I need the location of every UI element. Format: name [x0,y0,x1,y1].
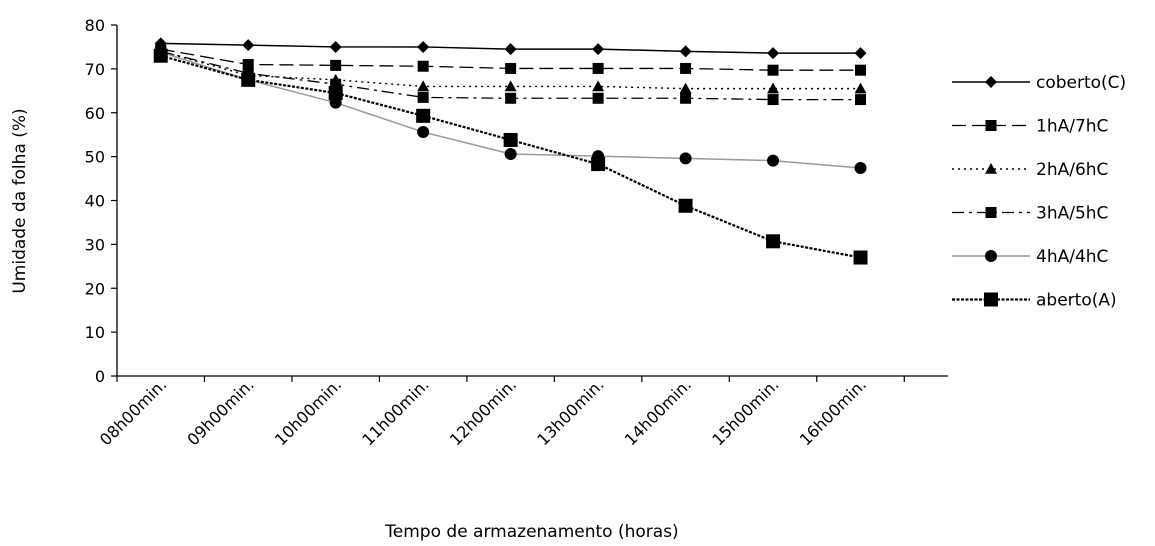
data-point-2ha-6hc [504,80,517,92]
chart-legend: coberto(C) 1hA/7hC 2hA/6hC 3hA/5hC 4hA/4hC ab… [952,73,1126,311]
data-point-coberto-c [504,43,517,56]
y-tick-label: 20 [85,279,105,298]
x-tick-label: 14h00min. [621,375,695,449]
data-point-coberto-c [767,47,780,60]
data-point-1ha-7hc [417,60,429,72]
legend-marker [985,163,997,174]
y-axis-ticks: 0 10 20 30 40 50 60 70 80 [85,16,117,386]
plot-area: 0 10 20 30 40 50 60 70 80 08h00min. 09h00min. 10h0… [85,16,948,449]
data-point-2ha-6hc [767,82,780,94]
legend-marker [985,76,997,88]
legend-marker [985,120,997,131]
data-point-coberto-c [242,39,255,52]
legend-label: 3hA/5hC [1036,204,1108,224]
legend-label: 1hA/7hC [1036,117,1108,137]
legend-item-coberto-c: coberto(C) [952,73,1126,93]
y-tick-label: 0 [95,367,105,386]
x-tick-label: 09h00min. [183,375,257,449]
legend-marker [984,292,998,307]
data-point-1ha-7hc [855,64,867,76]
data-point-2ha-6hc [592,80,605,92]
data-point-coberto-c [417,40,430,53]
data-point-aberto-a [503,132,518,147]
series-coberto-c [154,37,867,60]
data-point-1ha-7hc [505,62,517,74]
legend-item-aberto-a: aberto(A) [952,291,1117,311]
x-axis-title: Tempo de armazenamento (horas) [384,522,678,542]
data-point-2ha-6hc [417,80,430,92]
y-tick-label: 50 [85,148,105,167]
series-layer [153,37,868,265]
data-point-aberto-a [328,86,343,101]
data-point-3ha-5hc [505,92,517,104]
legend-item-2ha-6hc: 2hA/6hC [952,160,1108,180]
legend-item-4ha-4hc: 4hA/4hC [952,247,1108,267]
data-point-coberto-c [592,43,605,56]
data-point-aberto-a [766,234,781,249]
series-line-3ha-5hc [160,50,861,101]
data-point-2ha-6hc [679,82,692,94]
legend-item-1ha-7hc: 1hA/7hC [952,117,1108,137]
y-tick-label: 40 [85,192,105,211]
data-point-2ha-6hc [854,82,867,94]
data-point-aberto-a [591,157,606,172]
y-tick-label: 80 [85,16,105,35]
x-tick-label: 08h00min. [96,375,170,449]
data-point-4ha-4hc [417,126,430,139]
data-point-1ha-7hc [330,59,342,71]
data-point-1ha-7hc [767,64,779,76]
y-tick-label: 60 [85,104,105,123]
data-point-4ha-4hc [767,154,780,167]
x-tick-label: 15h00min. [708,375,782,449]
legend-label: coberto(C) [1036,73,1126,93]
data-point-1ha-7hc [242,58,254,70]
legend-marker [985,250,997,262]
y-axis-title: Umidade da folha (%) [10,108,30,293]
data-point-3ha-5hc [767,94,779,106]
data-point-coberto-c [854,47,867,60]
x-axis-ticks: 08h00min. 09h00min. 10h00min. 11h00min. 12h0… [96,375,905,449]
legend-label: aberto(A) [1036,291,1117,311]
data-point-4ha-4hc [854,162,867,175]
data-point-aberto-a [153,48,168,63]
x-tick-label: 16h00min. [796,375,870,449]
data-point-aberto-a [241,72,256,87]
y-tick-label: 10 [85,323,105,342]
data-point-aberto-a [678,198,693,213]
legend-label: 4hA/4hC [1036,247,1108,267]
data-point-coberto-c [329,40,342,53]
data-point-aberto-a [853,250,868,265]
data-point-4ha-4hc [679,152,692,165]
data-point-coberto-c [679,45,692,58]
x-tick-label: 10h00min. [271,375,345,449]
data-point-aberto-a [416,108,431,123]
series-aberto-a [153,48,868,265]
x-tick-label: 12h00min. [446,375,520,449]
y-tick-label: 70 [85,60,105,79]
data-point-3ha-5hc [330,78,342,90]
data-point-1ha-7hc [680,62,692,74]
data-point-3ha-5hc [592,92,604,104]
x-tick-label: 11h00min. [358,375,432,449]
data-point-3ha-5hc [417,91,429,103]
y-tick-label: 30 [85,235,105,254]
data-point-3ha-5hc [680,92,692,104]
data-point-4ha-4hc [504,147,517,160]
legend-label: 2hA/6hC [1036,160,1108,180]
legend-item-3ha-5hc: 3hA/5hC [952,204,1108,224]
data-point-3ha-5hc [855,94,867,106]
x-tick-label: 13h00min. [533,375,607,449]
data-point-1ha-7hc [592,62,604,74]
legend-marker [985,207,997,218]
